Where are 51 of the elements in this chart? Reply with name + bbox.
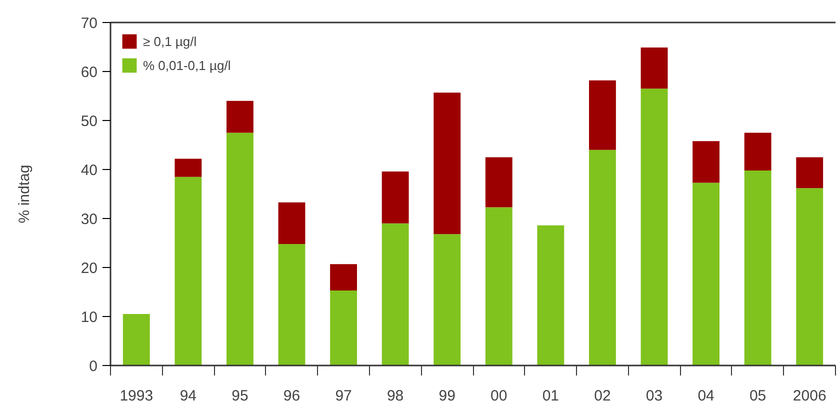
- y-tick-label: 70: [80, 15, 98, 32]
- bar: [589, 150, 616, 366]
- y-tick-label: 20: [80, 260, 98, 277]
- x-tick-label: 04: [698, 388, 714, 404]
- bar: [744, 170, 772, 366]
- bar: [226, 132, 254, 366]
- bar: [434, 92, 461, 234]
- x-tick-label: 98: [386, 388, 404, 404]
- legend-label: ≥ 0,1 µg/l: [143, 34, 197, 48]
- bar: [744, 132, 772, 170]
- y-tick-label: 0: [89, 358, 98, 375]
- y-tick-label: 60: [80, 64, 98, 81]
- bar: [174, 158, 202, 177]
- bar: [537, 225, 564, 366]
- bar: [330, 290, 357, 366]
- x-tick-label: 2006: [792, 388, 826, 404]
- bar: [226, 100, 254, 133]
- bar: [589, 80, 616, 150]
- bar: [692, 182, 720, 366]
- x-tick-label: 96: [283, 388, 300, 404]
- bar: [330, 264, 357, 291]
- bar: [640, 47, 668, 89]
- bar: [485, 207, 512, 366]
- legend-label: % 0,01-0,1 µg/l: [143, 58, 231, 72]
- x-tick-label: 97: [335, 388, 352, 404]
- bar: [174, 176, 202, 366]
- bar: [382, 223, 409, 366]
- x-tick-label: 03: [646, 388, 663, 404]
- y-tick-label: 10: [80, 309, 98, 326]
- x-tick-label: 94: [180, 388, 197, 404]
- x-tick-label: 00: [490, 388, 508, 404]
- bar: [796, 188, 824, 366]
- x-tick-label: 05: [749, 388, 766, 404]
- bar: [122, 314, 150, 366]
- bar: [278, 202, 306, 244]
- x-tick-label: 1993: [120, 388, 154, 404]
- x-tick-label: 01: [542, 388, 560, 404]
- x-tick-label: 02: [594, 388, 611, 404]
- bar: [796, 157, 824, 188]
- x-tick-label: 95: [232, 388, 248, 404]
- bar: [485, 157, 512, 208]
- bar: [640, 88, 668, 366]
- bar: [278, 244, 306, 366]
- y-tick-label: 50: [80, 113, 98, 130]
- bar: [434, 234, 461, 366]
- y-axis-title: % indtag: [16, 164, 33, 224]
- bar: [692, 141, 720, 183]
- x-tick-label: 99: [438, 388, 456, 404]
- y-tick-label: 30: [80, 211, 98, 228]
- y-tick-label: 40: [80, 162, 98, 179]
- bar: [382, 171, 409, 224]
